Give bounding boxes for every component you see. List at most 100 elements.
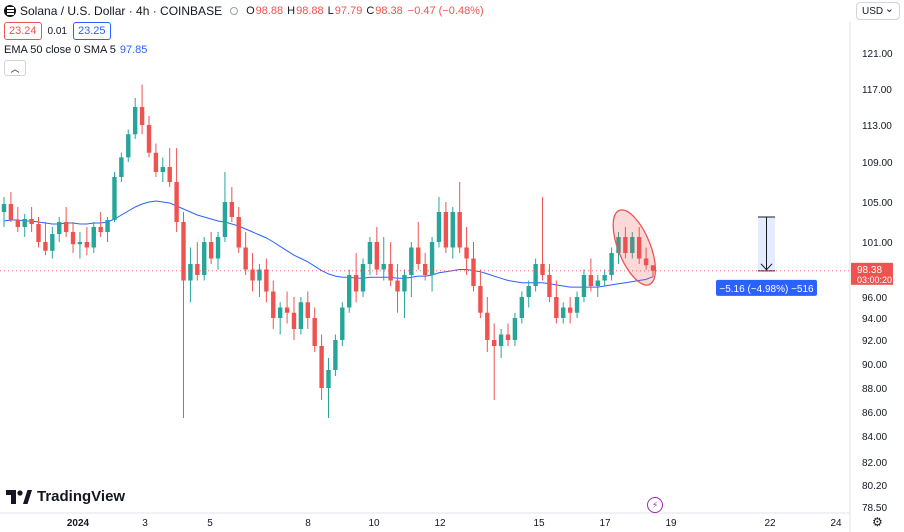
candle: [195, 242, 200, 281]
candle: [360, 258, 366, 297]
price-tick-label: 86.00: [862, 408, 887, 419]
indicator-legend[interactable]: EMA 50 close 0 SMA 5 97.85: [4, 44, 147, 56]
candle-body: [70, 232, 76, 245]
candle-body: [443, 212, 449, 248]
candle-body: [395, 280, 400, 292]
candle-body: [643, 258, 649, 266]
candle: [574, 291, 580, 318]
time-tick-label: 12: [434, 518, 446, 529]
ema-line: [3, 200, 654, 288]
candle: [374, 227, 380, 275]
candle: [57, 217, 62, 242]
candle-body: [298, 302, 304, 329]
candle: [422, 253, 428, 281]
sell-button[interactable]: 23.24: [4, 22, 42, 40]
candle-body: [581, 275, 587, 297]
indicator-value: 97.85: [119, 44, 148, 56]
candle: [540, 197, 545, 281]
candle-body: [57, 222, 62, 234]
time-tick-label: 19: [665, 518, 677, 529]
candle: [457, 182, 462, 253]
candle-body: [409, 247, 414, 275]
candle: [126, 129, 131, 162]
buy-button[interactable]: 23.25: [73, 22, 111, 40]
candle-body: [36, 224, 41, 242]
time-tick-label: 2024: [67, 518, 90, 529]
currency-select[interactable]: USD: [856, 0, 900, 20]
candle-body: [43, 242, 48, 251]
candle: [429, 237, 435, 292]
tradingview-brand[interactable]: TradingView: [6, 488, 125, 505]
candle-body: [416, 247, 421, 264]
candle: [650, 265, 656, 278]
price-tick-label: 109.00: [862, 158, 893, 169]
candle: [526, 280, 531, 308]
candle: [595, 275, 600, 297]
candle-body: [623, 237, 628, 253]
candle: [146, 116, 152, 158]
price-tick-label: 105.00: [862, 198, 893, 209]
candle-body: [333, 340, 338, 370]
candle-body: [650, 265, 656, 271]
symbol-title[interactable]: Solana / U.S. Dollar · 4h · COINBASE: [20, 4, 223, 18]
price-tick-label: 90.00: [862, 360, 887, 371]
candle: [174, 148, 179, 232]
candle-body: [202, 242, 207, 275]
candle: [340, 302, 345, 346]
candle: [492, 323, 497, 400]
candle-body: [77, 242, 83, 245]
price-tick-label: 117.00: [862, 85, 892, 96]
candle: [160, 157, 165, 182]
candle: [409, 242, 414, 297]
candle: [1, 197, 7, 227]
price-tick-label: 78.50: [862, 503, 887, 514]
candle-body: [98, 227, 103, 232]
candle: [636, 227, 642, 264]
chart-header: Solana / U.S. Dollar · 4h · COINBASE O98…: [4, 3, 488, 19]
measure-label-box: [716, 279, 817, 296]
collapse-legend-button[interactable]: ︿: [4, 60, 26, 76]
candle-body: [464, 247, 469, 259]
lightning-icon[interactable]: ⚡: [647, 497, 663, 513]
settings-gear-icon[interactable]: ⚙: [872, 515, 883, 529]
candle: [84, 227, 90, 256]
price-tick-label: 94.00: [862, 314, 887, 325]
highlight-ellipse: [612, 209, 657, 286]
candle: [581, 269, 587, 303]
candle-body: [112, 177, 117, 220]
candle: [91, 222, 96, 253]
candle: [181, 212, 186, 418]
candle: [443, 202, 449, 253]
candle: [112, 172, 117, 222]
price-tick-label: 96.00: [862, 293, 887, 304]
candle-body: [305, 302, 310, 318]
candle-body: [478, 286, 483, 313]
candle-body: [526, 286, 531, 297]
candle: [347, 269, 352, 313]
candle-body: [347, 275, 352, 308]
candle-body: [160, 167, 165, 172]
candle-body: [519, 297, 525, 318]
collapse-chevron-icon: ︿: [10, 63, 20, 74]
measure-label: −5.16 (−4.98%) −516: [719, 284, 814, 295]
time-tick-label: 24: [830, 518, 842, 529]
candle: [519, 291, 525, 324]
tradingview-logo-icon: [6, 489, 32, 504]
candle: [153, 143, 159, 177]
candle: [63, 207, 69, 237]
candle: [312, 307, 317, 352]
candle-body: [63, 222, 69, 232]
candle-body: [326, 370, 331, 388]
candle-body: [485, 312, 490, 340]
candle: [326, 358, 331, 418]
candle: [485, 297, 490, 352]
candle-body: [174, 182, 179, 222]
time-tick-label: 5: [207, 518, 213, 529]
candle: [478, 269, 483, 318]
candle: [353, 253, 359, 303]
candle-body: [167, 167, 172, 182]
candle-body: [595, 280, 600, 286]
candle: [105, 217, 110, 242]
candle: [277, 302, 283, 335]
